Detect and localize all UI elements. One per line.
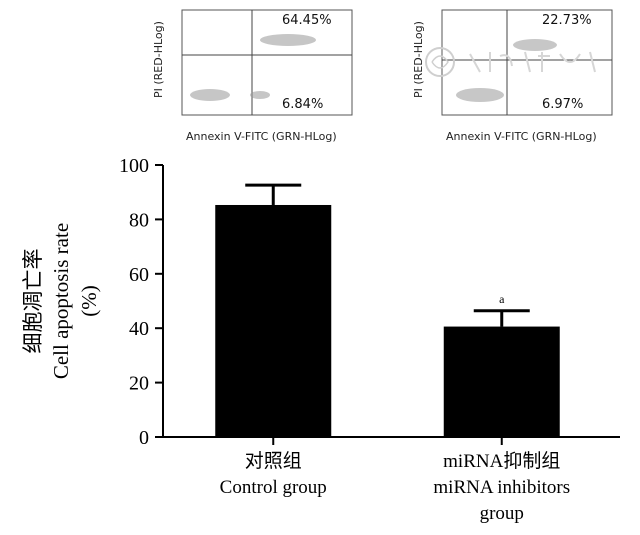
flow-1-xlabel: Annexin V-FITC (GRN-HLog) [186,130,337,143]
x-category-label: Control group [220,477,327,498]
watermark-logo [425,47,596,77]
y-tick-label: 60 [129,264,149,286]
x-category-label: group [480,503,524,524]
flow-1-lower-pct: 6.84% [282,97,323,112]
x-category-label: miRNA抑制组 [443,450,560,472]
flow-2-lower-pct: 6.97% [542,97,583,112]
y-axis-label: 细胞凋亡率 Cell apoptosis rate (%) [21,223,101,379]
y-tick-label: 20 [129,373,149,395]
y-axis-label-line: (%) [77,285,101,316]
y-axis-label-line: 细胞凋亡率 [21,249,45,354]
y-tick-label: 0 [139,427,149,449]
significance-label: a [499,292,505,306]
bars: a [215,183,560,437]
flow-panel-control: 64.45% 6.84% PI (RED-HLog) Annexin V-FIT… [152,9,353,143]
y-axis-label-line: Cell apoptosis rate [49,223,73,379]
flow-2-xlabel: Annexin V-FITC (GRN-HLog) [446,130,597,143]
x-categories: 对照组 Control group miRNA抑制组 miRNA inhibitors… [220,437,570,524]
scatter-dots-2 [456,39,557,102]
bar [215,204,332,437]
scatter-dots-1 [190,34,316,101]
x-category-label: miRNA inhibitors [433,477,570,498]
flow-2-upper-pct: 22.73% [542,13,592,28]
flow-1-upper-pct: 64.45% [282,13,332,28]
flow-1-ylabel: PI (RED-HLog) [152,21,165,98]
x-category-label: 对照组 [245,450,302,472]
y-ticks: 0 20 40 60 80 100 [119,155,163,449]
flow-2-ylabel: PI (RED-HLog) [412,21,425,98]
y-tick-label: 80 [129,209,149,231]
y-tick-label: 100 [119,155,149,177]
apoptosis-bar-chart: 细胞凋亡率 Cell apoptosis rate (%) 0 20 40 60 80 100… [21,155,620,524]
bar [443,326,560,437]
y-tick-label: 40 [129,318,149,340]
